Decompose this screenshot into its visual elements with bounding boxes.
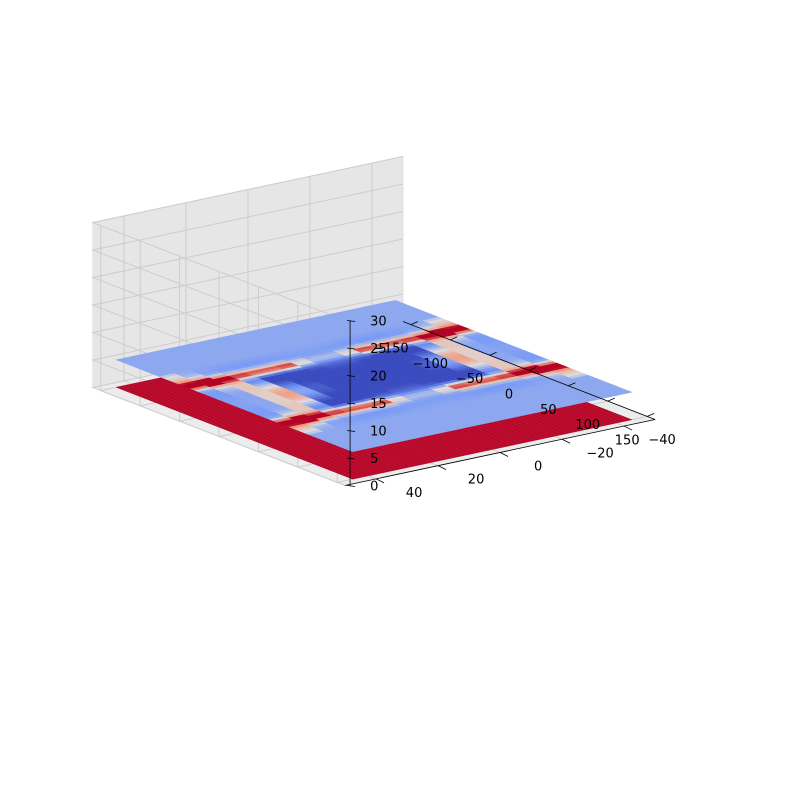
z-tick-label: 20 xyxy=(370,369,387,384)
y-tick-label: −40 xyxy=(648,433,675,448)
x-tick-label: 50 xyxy=(540,403,557,418)
x-tick xyxy=(450,336,458,341)
mesh-line xyxy=(317,405,597,466)
mesh-line xyxy=(321,407,602,468)
z-tick-label: 15 xyxy=(370,397,387,412)
mesh-line xyxy=(312,403,592,464)
mesh-line xyxy=(352,419,632,480)
y-tick xyxy=(437,465,447,471)
mesh-line xyxy=(347,417,628,478)
z-gridline xyxy=(91,183,404,349)
mesh-line xyxy=(350,418,630,479)
y-tick-label: 0 xyxy=(534,459,542,474)
x-tick-label: −50 xyxy=(456,372,483,387)
y-tick xyxy=(623,425,633,431)
y-tick-label: −20 xyxy=(586,446,613,461)
y-tick xyxy=(561,438,571,444)
mesh-line xyxy=(336,413,616,473)
x-tick xyxy=(647,413,655,417)
x-tick-label: 0 xyxy=(505,388,513,403)
z-tick xyxy=(347,457,356,460)
z-gridline xyxy=(91,156,404,321)
mesh-line xyxy=(319,406,599,467)
z-tick xyxy=(347,485,356,487)
z-tick-label: 25 xyxy=(370,342,387,357)
mesh-line xyxy=(338,413,618,474)
z-tick xyxy=(347,430,356,432)
mesh-line xyxy=(307,402,587,462)
mesh-line xyxy=(343,415,623,476)
x-tick xyxy=(410,321,418,325)
x-tick xyxy=(528,367,537,371)
y-tick-label: 40 xyxy=(406,486,423,501)
x-tick-label: 150 xyxy=(615,433,640,448)
z-tick-label: 10 xyxy=(370,424,387,439)
y-tick xyxy=(375,478,385,484)
surface-cell xyxy=(611,390,633,396)
z-tick xyxy=(347,402,356,405)
mesh-line xyxy=(345,416,625,477)
x-tick xyxy=(489,351,497,356)
z-tick xyxy=(347,347,356,350)
mesh-line xyxy=(324,408,604,469)
mesh-line xyxy=(331,411,611,472)
x-tick-label: −100 xyxy=(412,357,448,372)
mesh-line xyxy=(340,414,620,475)
mesh-line xyxy=(329,410,609,471)
z-tick xyxy=(347,320,356,322)
mesh-line xyxy=(333,412,613,472)
y-tick-label: 20 xyxy=(468,473,485,488)
z-tick xyxy=(347,375,356,377)
mesh-line xyxy=(326,409,606,470)
x-tick-label: 100 xyxy=(575,418,600,433)
x-tick xyxy=(568,382,576,387)
mesh-line xyxy=(314,404,594,465)
x-tick-label: −150 xyxy=(373,342,409,357)
mesh-line xyxy=(310,402,590,463)
x-tick xyxy=(607,397,615,402)
z-tick-label: 30 xyxy=(370,314,387,329)
z-tick-label: 5 xyxy=(370,452,378,467)
y-tick xyxy=(499,452,509,457)
z-tick-label: 0 xyxy=(370,479,378,494)
